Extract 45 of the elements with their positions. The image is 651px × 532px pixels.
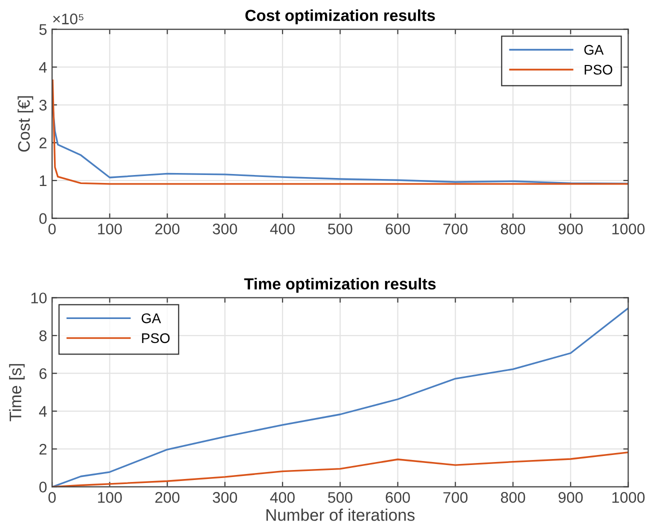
y-tick-label: 10 — [31, 292, 47, 304]
x-tick-label: 0 — [48, 224, 56, 234]
y-tick-label: 1 — [40, 176, 46, 186]
x-tick-label: 700 — [443, 224, 468, 234]
x-tick-label: 200 — [155, 492, 180, 503]
legend-label: GA — [584, 44, 604, 55]
x-tick-label: 200 — [155, 224, 180, 234]
x-tick-label: 700 — [443, 492, 468, 503]
y-tick-label: 2 — [39, 444, 46, 455]
y-tick-label: 0 — [39, 482, 47, 492]
y-tick-label: 3 — [39, 100, 47, 111]
x-tick-label: 100 — [98, 224, 122, 234]
x-tick-label: 800 — [500, 492, 526, 503]
x-tick-label: 300 — [212, 224, 238, 234]
line-series — [52, 79, 628, 185]
y-tick-label: 6 — [40, 368, 47, 380]
x-axis-title: Number of iterations — [266, 508, 415, 521]
x-tick-label: 500 — [328, 224, 352, 234]
x-tick-label: 0 — [48, 492, 56, 503]
x-tick-label: 600 — [386, 224, 410, 234]
x-tick-label: 1000 — [612, 492, 645, 503]
x-tick-label: 900 — [558, 492, 583, 503]
chart-title: Time optimization results — [244, 278, 436, 293]
y-axis-title: Time [s] — [9, 364, 25, 422]
legend-label: PSO — [142, 333, 170, 344]
y-tick-label: 5 — [39, 24, 47, 35]
x-tick-label: 300 — [212, 492, 238, 503]
x-tick-label: 600 — [386, 492, 410, 503]
chart-title: Cost optimization results — [245, 9, 435, 24]
x-tick-label: 100 — [98, 492, 122, 503]
legend-label: PSO — [584, 64, 612, 75]
y-tick-label: 4 — [39, 62, 47, 73]
x-tick-label: 400 — [270, 224, 295, 234]
x-tick-label: 1000 — [612, 224, 645, 234]
y-tick-label: 4 — [39, 406, 47, 417]
y-tick-label: 0 — [39, 213, 47, 224]
x-tick-label: 500 — [328, 492, 352, 503]
text: ×10⁵ — [53, 14, 84, 24]
legend-label: GA — [142, 313, 162, 324]
y-axis-title: Cost [€] — [18, 96, 34, 152]
x-tick-label: 800 — [500, 224, 526, 234]
x-tick-label: 400 — [270, 492, 295, 503]
x-tick-label: 900 — [558, 224, 583, 234]
y-tick-label: 2 — [39, 138, 46, 148]
y-tick-label: 8 — [39, 330, 47, 342]
